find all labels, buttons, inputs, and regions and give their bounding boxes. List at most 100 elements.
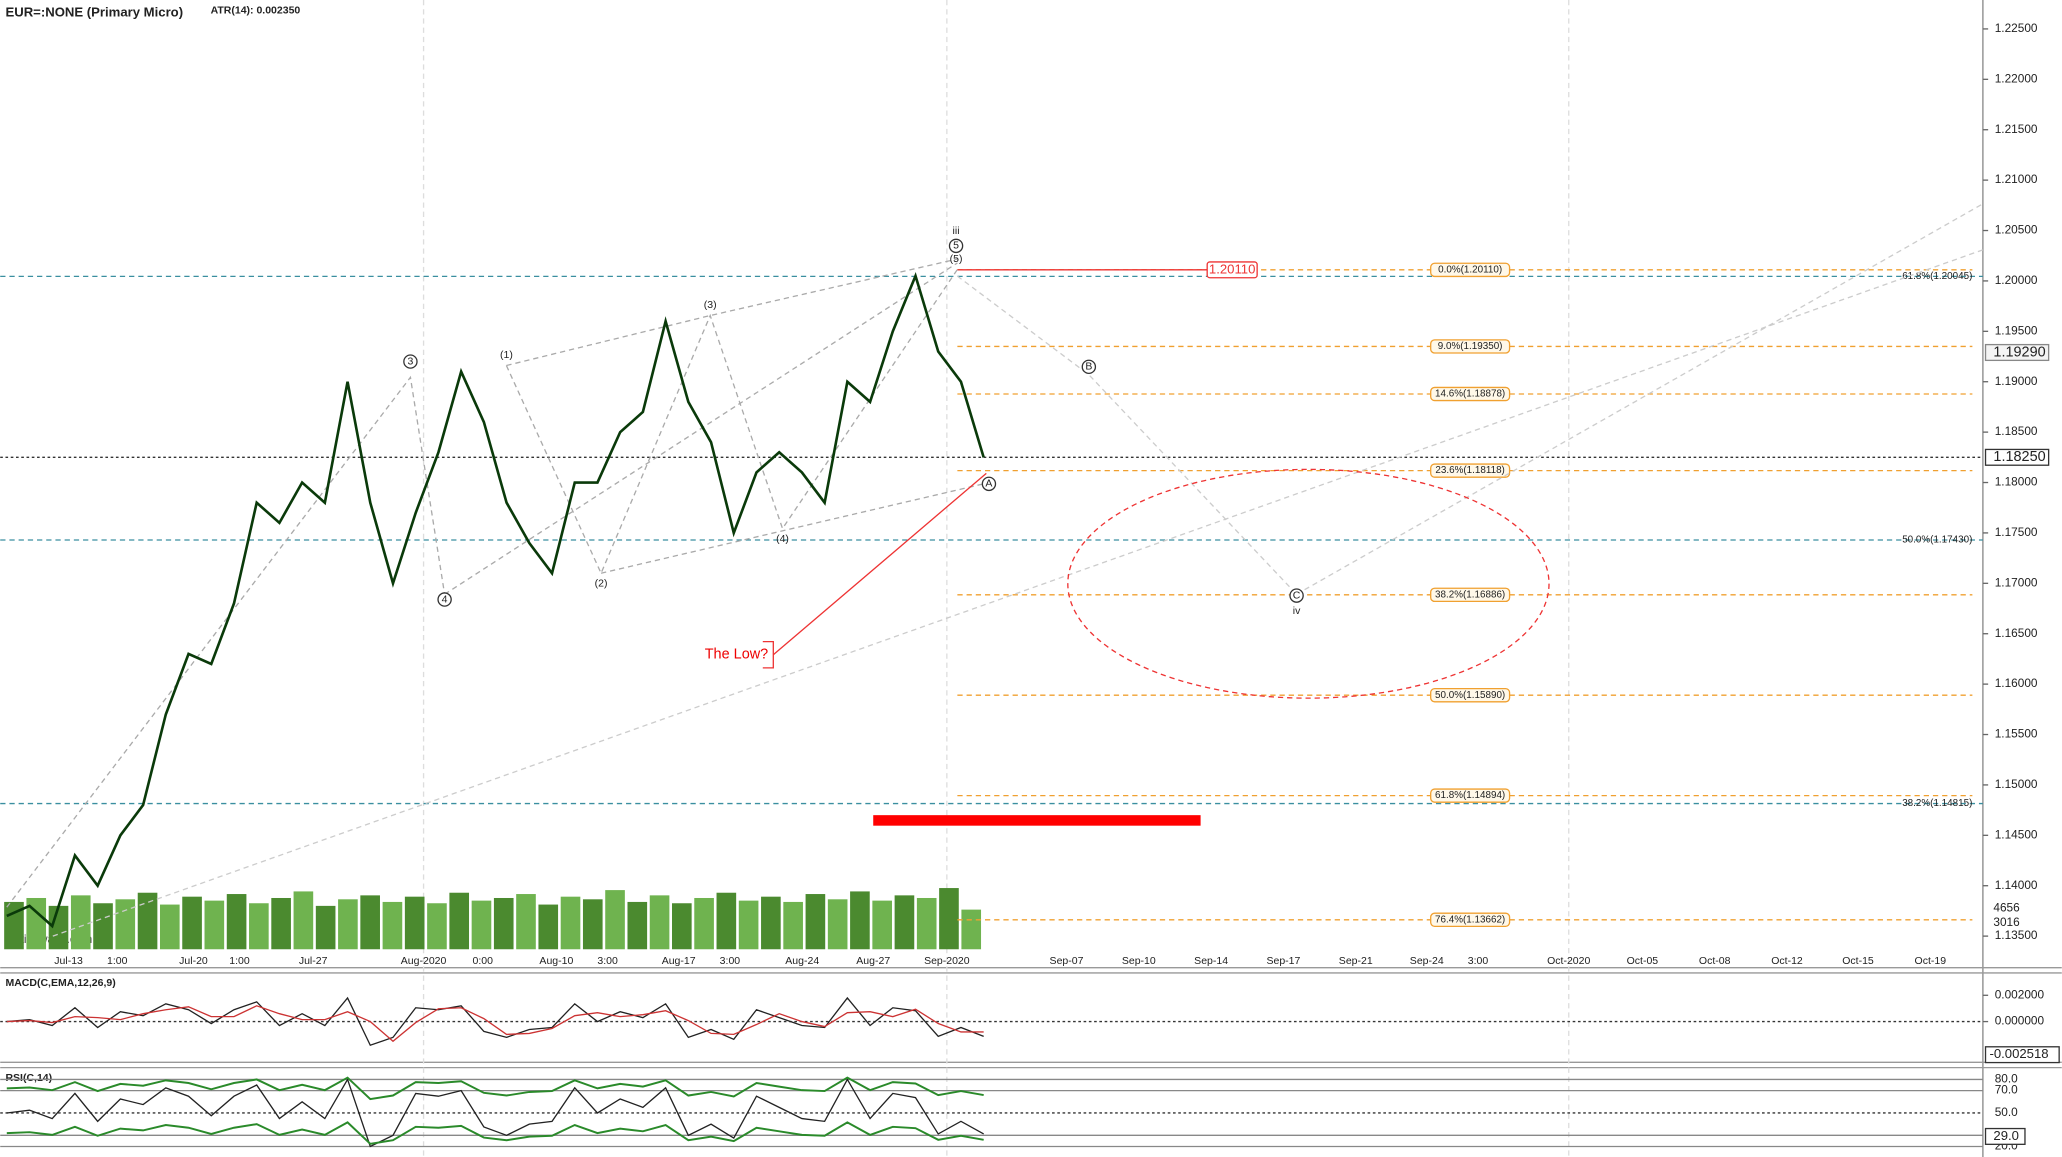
- wave-label: iv: [1293, 605, 1301, 617]
- volume-bar: [961, 909, 982, 950]
- high-box: [1206, 261, 1258, 279]
- volume-bar: [26, 897, 47, 950]
- symbol: EUR=:NONE (Primary Micro): [5, 5, 183, 20]
- volume-bar: [805, 894, 826, 950]
- fib-label: 50.0%(1.15890): [1435, 690, 1505, 701]
- price-box: [1984, 448, 2050, 466]
- wave-circle: [1081, 359, 1097, 375]
- x-tick-label: Jul-27: [299, 955, 328, 967]
- x-tick-label: Oct-19: [1915, 955, 1947, 967]
- x-tick-label: Aug-27: [856, 955, 890, 967]
- marker-label: 1.19290: [1993, 344, 2045, 360]
- x-tick-label: Sep-14: [1194, 955, 1228, 967]
- high-label: 1.20110: [1209, 261, 1255, 276]
- wave-label: A: [985, 478, 992, 490]
- target-bar: [873, 815, 1201, 826]
- x-tick-label: 3:00: [597, 955, 618, 967]
- macd-tick-label: 0.002000: [1995, 987, 2045, 1001]
- fib-box: [1430, 386, 1511, 402]
- atr: ATR(14): 0.002350: [211, 4, 301, 16]
- watermark: motivewave.com: [4, 932, 92, 946]
- y-tick-label: 1.17500: [1995, 525, 2038, 539]
- volume-bar: [204, 900, 225, 950]
- y-tick-label: 1.22500: [1995, 21, 2038, 35]
- wave-line: [600, 483, 984, 574]
- x-tick-label: Sep-10: [1122, 955, 1156, 967]
- macd-line: [6, 996, 984, 1047]
- volume-bar: [93, 903, 113, 950]
- y-tick-label: 1.16500: [1995, 626, 2038, 640]
- fib-box: [1430, 912, 1511, 928]
- volume-bar: [672, 903, 692, 950]
- projection-label: 61.8%(1.20045): [1902, 271, 1972, 282]
- low-line: [772, 472, 987, 656]
- volume-bar: [605, 890, 625, 950]
- wave-label: (1): [500, 349, 513, 361]
- fib-box: [1430, 788, 1511, 803]
- volume-bar: [360, 895, 380, 950]
- x-tick-label: Sep-17: [1267, 955, 1301, 967]
- y-tick-label: 1.18500: [1995, 424, 2038, 438]
- marker-box: [1984, 343, 2050, 362]
- y-tick-label: 1.19000: [1995, 374, 2038, 388]
- rsi-band: [6, 1121, 984, 1145]
- wave-label: 3: [408, 355, 414, 367]
- y-tick-label: 1.20500: [1995, 223, 2038, 237]
- y-tick-label: 1.17000: [1995, 575, 2038, 589]
- volume-bar: [159, 904, 180, 950]
- wave-label: 4: [442, 593, 448, 605]
- annotation: The Low?: [705, 647, 768, 663]
- volume-bar: [382, 901, 403, 950]
- x-tick-label: Aug-24: [785, 955, 819, 967]
- rsi-tick-label: 50.0: [1995, 1105, 2018, 1119]
- wave-line: [444, 262, 958, 595]
- volume-label: 3016: [1993, 915, 2020, 929]
- x-tick-label: Oct-15: [1842, 955, 1874, 967]
- volume-bar: [538, 904, 559, 950]
- volume-bar: [694, 897, 714, 950]
- macd-current: -0.002518: [1989, 1046, 2048, 1061]
- volume-bar: [916, 897, 937, 950]
- volume-bar: [649, 895, 670, 950]
- y-tick-label: 1.21500: [1995, 122, 2038, 136]
- rsi-line: [6, 1077, 984, 1148]
- x-tick-label: Sep-21: [1339, 955, 1373, 967]
- rsi-tick-label: 80.0: [1995, 1072, 2018, 1086]
- volume-bar: [716, 892, 737, 950]
- wave-line: [52, 249, 1984, 937]
- volume-bar: [115, 899, 136, 950]
- wave-line: [956, 275, 1298, 595]
- wave-circle: [403, 354, 418, 369]
- x-tick-label: Sep-07: [1050, 955, 1084, 967]
- wave-label: C: [1293, 589, 1301, 601]
- y-tick-label: 1.13500: [1995, 928, 2038, 942]
- x-tick-label: 1:00: [107, 955, 128, 967]
- volume-bar: [48, 905, 69, 950]
- fib-label: 0.0%(1.20110): [1438, 264, 1502, 275]
- x-tick-label: 0:00: [473, 955, 494, 967]
- fib-label: 23.6%(1.18118): [1435, 465, 1504, 476]
- wave-circle: [981, 476, 997, 492]
- volume-bar: [738, 900, 759, 950]
- volume-bar: [783, 901, 803, 950]
- volume-bar: [493, 897, 514, 950]
- y-tick-label: 1.22000: [1995, 71, 2038, 85]
- volume-label: 4656: [1993, 901, 2020, 915]
- y-tick-label: 1.15000: [1995, 777, 2038, 791]
- y-tick-label: 1.19500: [1995, 323, 2038, 337]
- y-tick-label: 1.20000: [1995, 273, 2038, 287]
- wave-circle: [437, 592, 452, 607]
- signal-line: [6, 1005, 984, 1043]
- volume-bar: [827, 899, 848, 950]
- volume-bar: [427, 903, 447, 950]
- volume-bar: [850, 891, 870, 950]
- x-tick-label: Oct-12: [1771, 955, 1803, 967]
- wave-label: (4): [776, 533, 789, 545]
- wave-label: (2): [595, 578, 608, 590]
- volume-bar: [338, 899, 358, 950]
- projection-label: 50.0%(1.17430): [1902, 535, 1972, 546]
- volume-bar: [249, 903, 269, 950]
- fib-box: [1430, 339, 1511, 354]
- x-tick-label: Jul-20: [179, 955, 208, 967]
